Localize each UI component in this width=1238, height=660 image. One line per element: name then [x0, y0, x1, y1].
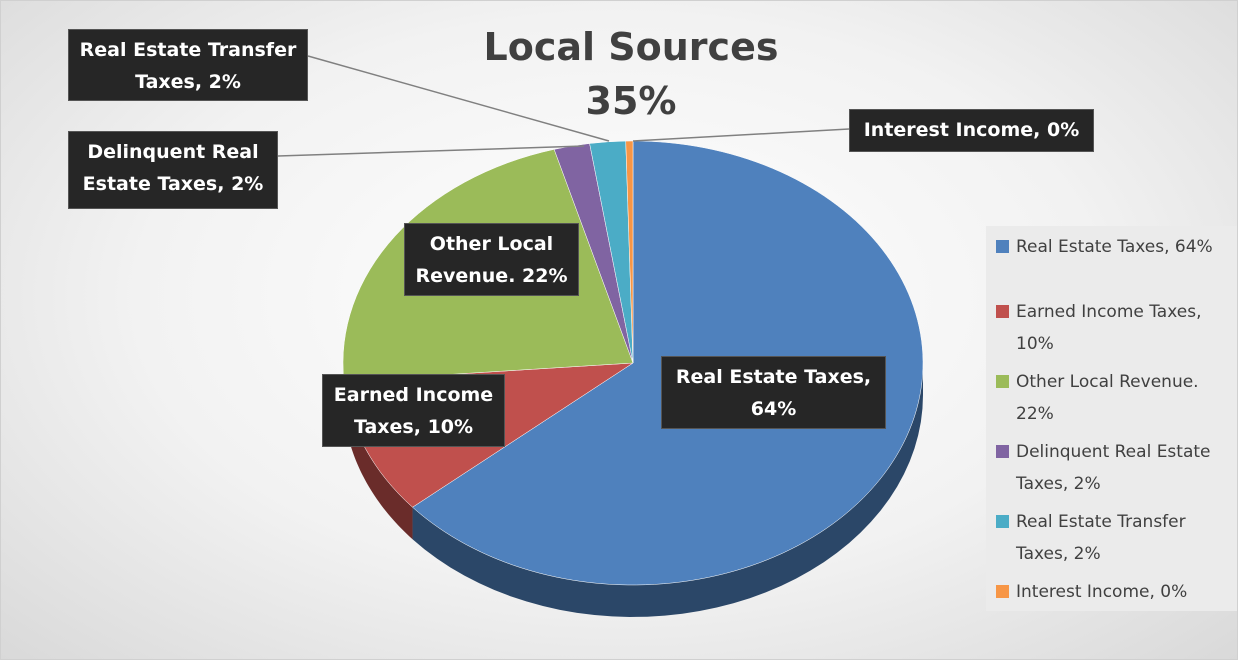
legend-entry: Real Estate Taxes, 64%	[996, 231, 1236, 263]
data-label: Other Local Revenue. 22%	[404, 223, 579, 296]
data-label: Interest Income, 0%	[849, 109, 1094, 152]
leader-line	[632, 128, 850, 142]
legend-swatch	[996, 515, 1009, 528]
data-label: Delinquent Real Estate Taxes, 2%	[68, 131, 278, 209]
data-label: Real Estate Transfer Taxes, 2%	[68, 29, 308, 101]
slice	[625, 140, 634, 364]
legend-swatch	[996, 305, 1009, 318]
legend-swatch	[996, 585, 1009, 598]
chart-subtitle: 35%	[585, 79, 677, 123]
data-label: Earned Income Taxes, 10%	[322, 374, 505, 447]
legend-swatch	[996, 445, 1009, 458]
legend-entry: Other Local Revenue. 22%	[996, 366, 1236, 430]
legend-entry: Delinquent Real Estate Taxes, 2%	[996, 436, 1236, 500]
data-label: Real Estate Taxes, 64%	[661, 356, 886, 429]
legend-entry: Interest Income, 0%	[996, 576, 1236, 608]
slice-side	[412, 363, 923, 617]
leader-line	[277, 145, 585, 157]
legend-swatch	[996, 240, 1009, 253]
legend-swatch	[996, 375, 1009, 388]
leader-line	[307, 55, 610, 142]
legend-entry: Earned Income Taxes, 10%	[996, 296, 1236, 360]
slice-side	[343, 381, 413, 540]
legend-box	[986, 226, 1237, 611]
chart-title: Local Sources	[483, 25, 779, 69]
legend-entry: Real Estate Transfer Taxes, 2%	[996, 506, 1236, 570]
